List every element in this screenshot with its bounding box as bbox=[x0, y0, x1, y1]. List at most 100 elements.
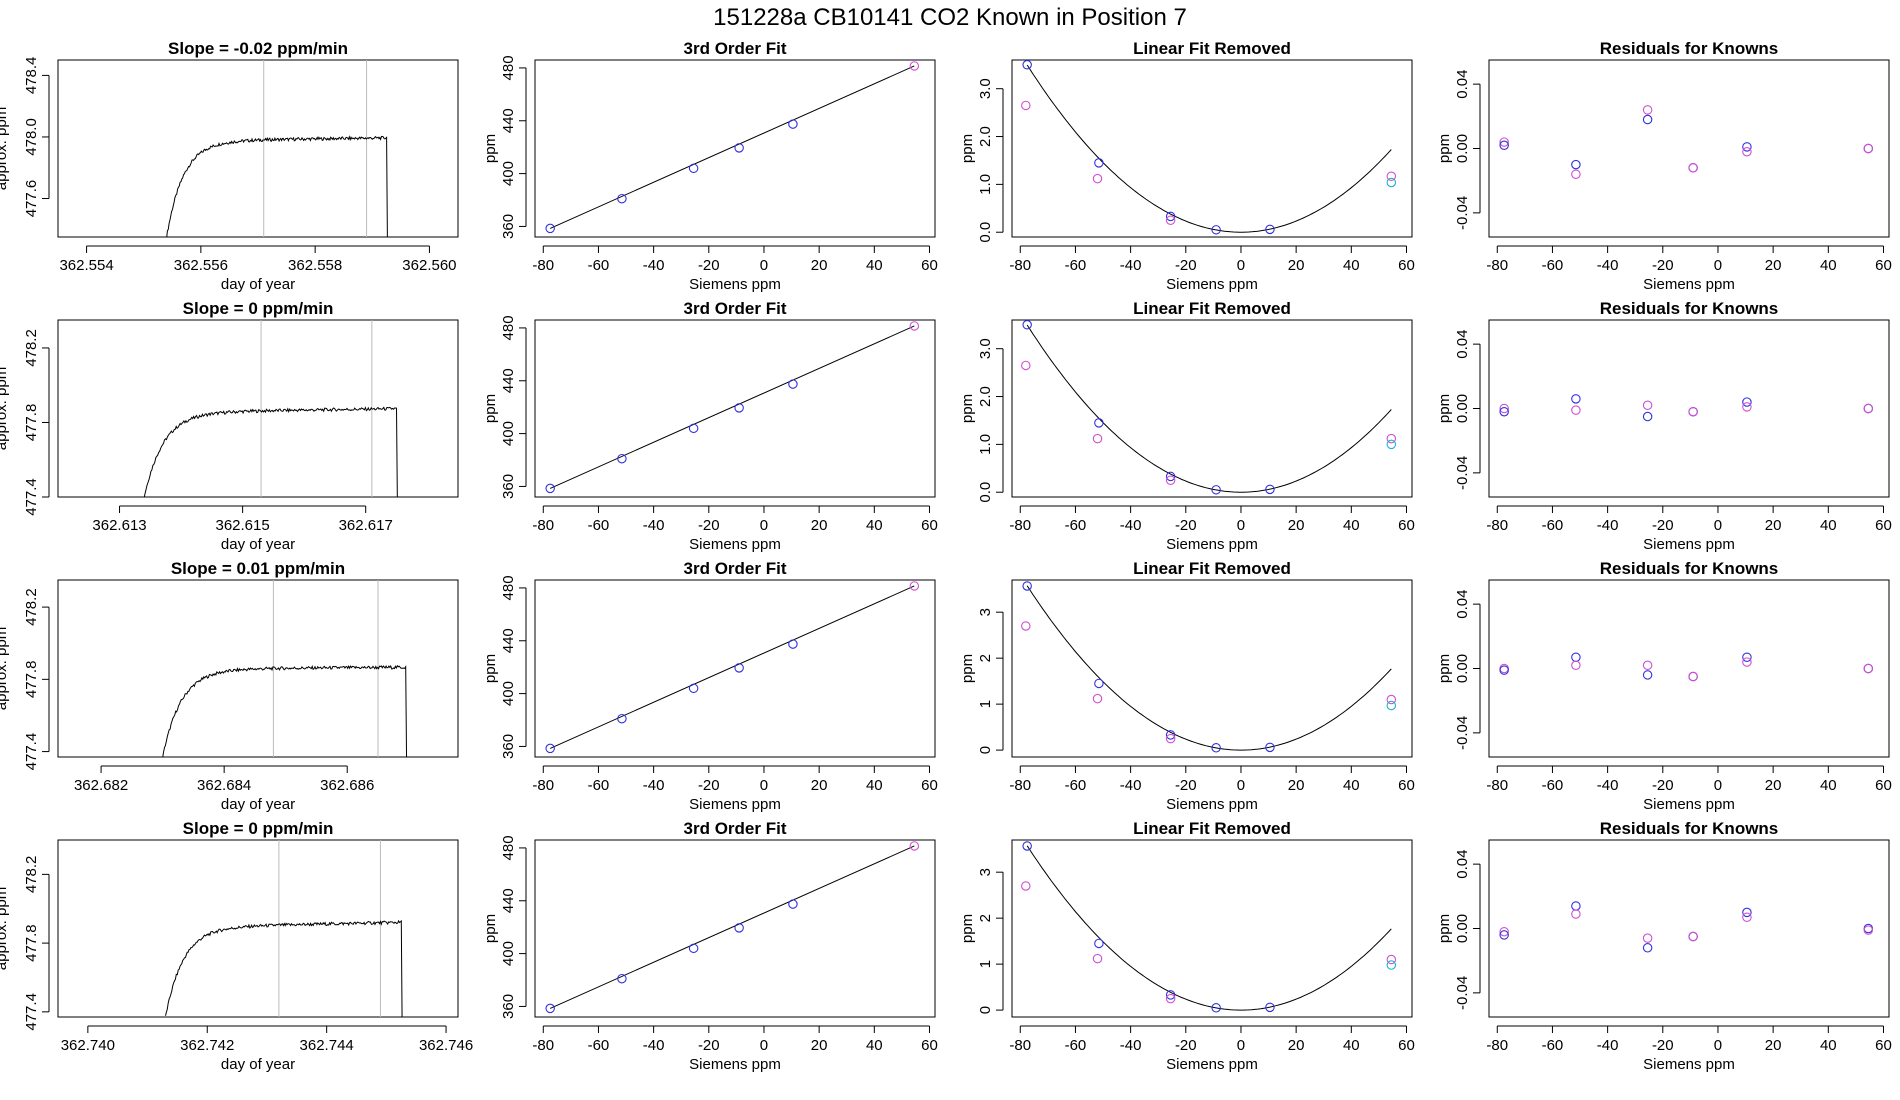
x-tick-label: 0 bbox=[760, 517, 768, 534]
x-tick-label: 40 bbox=[866, 257, 883, 274]
x-tick-label: -80 bbox=[532, 1037, 554, 1054]
y-tick-label: 1.0 bbox=[977, 174, 994, 195]
y-tick-label: 478.2 bbox=[23, 329, 40, 367]
x-tick-label: -40 bbox=[1597, 517, 1619, 534]
x-tick-label: 0 bbox=[1237, 777, 1245, 794]
fit-line bbox=[549, 585, 915, 749]
plot-frame bbox=[534, 579, 936, 758]
y-tick-label: 477.8 bbox=[23, 404, 40, 442]
data-point-magenta bbox=[1642, 660, 1653, 671]
x-axis-label: Siemens ppm bbox=[1643, 276, 1735, 293]
data-point-blue bbox=[734, 403, 744, 413]
plot-data bbox=[143, 320, 398, 497]
data-point-blue bbox=[788, 899, 798, 909]
panel-title: Residuals for Knowns bbox=[1600, 39, 1779, 58]
x-tick-label: -20 bbox=[1652, 257, 1674, 274]
data-point-magenta bbox=[1499, 403, 1509, 414]
y-tick-label: 440 bbox=[500, 108, 517, 133]
data-point-magenta bbox=[1386, 433, 1397, 444]
data-point-blue bbox=[1022, 581, 1032, 591]
x-axis-label: day of year bbox=[221, 796, 295, 813]
data-point-blue bbox=[1094, 678, 1104, 689]
data-point-blue bbox=[617, 193, 627, 204]
data-point-magenta bbox=[1742, 657, 1752, 667]
data-point-blue bbox=[688, 423, 699, 434]
x-tick-label: -20 bbox=[1652, 517, 1674, 534]
data-point-magenta bbox=[909, 841, 920, 851]
x-tick-label: 40 bbox=[1343, 1037, 1360, 1054]
y-tick-label: 0 bbox=[977, 1006, 994, 1014]
data-point-blue bbox=[1742, 652, 1752, 662]
data-point-magenta bbox=[1165, 215, 1176, 226]
y-tick-label: 1 bbox=[977, 960, 994, 968]
panel-title: Linear Fit Removed bbox=[1133, 559, 1291, 578]
data-point-magenta bbox=[1165, 993, 1176, 1004]
x-tick-label: -20 bbox=[698, 1037, 720, 1054]
x-tick-label: 362.746 bbox=[419, 1037, 473, 1054]
y-tick-label: -0.04 bbox=[1454, 456, 1471, 490]
data-point-cyan bbox=[1386, 177, 1397, 188]
y-tick-label: 0.04 bbox=[1454, 850, 1471, 879]
data-point-blue bbox=[1642, 411, 1653, 422]
y-axis-label: ppm bbox=[959, 914, 976, 943]
x-tick-label: 362.740 bbox=[61, 1037, 115, 1054]
x-tick-label: -60 bbox=[1542, 257, 1564, 274]
data-point-blue bbox=[1571, 652, 1581, 662]
data-point-blue bbox=[1742, 907, 1752, 918]
panel-r2-c4: Residuals for Knowns -80 -60 -40 -20 0 20 40 60 S… bbox=[1436, 299, 1892, 553]
data-point-blue bbox=[1211, 485, 1221, 495]
data-point-magenta bbox=[1642, 400, 1653, 411]
y-axis: 477.4 477.8 478.2 bbox=[23, 856, 50, 1031]
x-tick-label: -20 bbox=[1175, 777, 1197, 794]
x-tick-label: 20 bbox=[1288, 777, 1305, 794]
data-point-magenta bbox=[1742, 912, 1752, 922]
x-tick-label: 20 bbox=[1288, 257, 1305, 274]
panel-r3-c3: Linear Fit Removed-80 -60 -40 -20 0 20 40 60Sie… bbox=[959, 559, 1415, 813]
data-point-blue bbox=[1265, 1002, 1275, 1013]
x-tick-label: -60 bbox=[1065, 517, 1087, 534]
x-tick-label: 362.744 bbox=[300, 1037, 354, 1054]
panel-title: Residuals for Knowns bbox=[1600, 299, 1779, 318]
x-tick-label: 60 bbox=[921, 257, 938, 274]
y-axis: 477.4 477.8 478.2 bbox=[23, 588, 50, 770]
data-point-blue bbox=[1571, 394, 1581, 404]
x-tick-label: 60 bbox=[1875, 257, 1892, 274]
data-point-blue bbox=[617, 713, 627, 724]
panel-r1-c3: Linear Fit Removed -80 -60 -40 -20 0 20 40 60 Sie… bbox=[959, 39, 1415, 293]
x-axis: -80 -60 -40 -20 0 20 40 60 bbox=[532, 1025, 938, 1054]
data-point-magenta bbox=[1092, 433, 1103, 444]
x-tick-label: -60 bbox=[1065, 1037, 1087, 1054]
data-point-blue bbox=[688, 943, 699, 954]
x-tick-label: -80 bbox=[532, 777, 554, 794]
plot-frame bbox=[1011, 319, 1413, 498]
data-point-magenta bbox=[1021, 360, 1031, 371]
x-axis-label: day of year bbox=[221, 276, 295, 293]
data-point-blue bbox=[617, 973, 627, 984]
x-axis: 362.740 362.742 362.744 362.746 bbox=[61, 1025, 473, 1054]
panel-title: Residuals for Knowns bbox=[1600, 819, 1779, 838]
x-tick-label: 0 bbox=[1237, 1037, 1245, 1054]
y-tick-label: -0.04 bbox=[1454, 196, 1471, 230]
y-axis: -0.04 0.00 0.04 bbox=[1454, 590, 1481, 750]
x-axis: -80 -60 -40 -20 0 20 40 60 bbox=[1486, 765, 1892, 794]
x-tick-label: 0 bbox=[760, 1037, 768, 1054]
x-tick-label: 40 bbox=[1343, 517, 1360, 534]
data-point-magenta bbox=[1863, 403, 1874, 414]
x-tick-label: -40 bbox=[1120, 1037, 1142, 1054]
y-tick-label: 478.2 bbox=[23, 588, 40, 626]
x-tick-label: -60 bbox=[588, 257, 610, 274]
y-tick-label: 2 bbox=[977, 914, 994, 922]
y-tick-label: 480 bbox=[500, 835, 517, 860]
data-point-blue bbox=[1165, 730, 1176, 740]
y-axis-label: ppm bbox=[482, 134, 499, 163]
fit-line bbox=[549, 845, 915, 1009]
x-tick-label: -60 bbox=[1065, 777, 1087, 794]
data-point-blue bbox=[1265, 224, 1275, 235]
data-point-magenta bbox=[1021, 100, 1031, 111]
plot-data bbox=[549, 325, 915, 489]
panel-title: Slope = -0.02 ppm/min bbox=[168, 39, 348, 58]
plot-data bbox=[1026, 324, 1392, 493]
x-tick-label: -40 bbox=[643, 257, 665, 274]
